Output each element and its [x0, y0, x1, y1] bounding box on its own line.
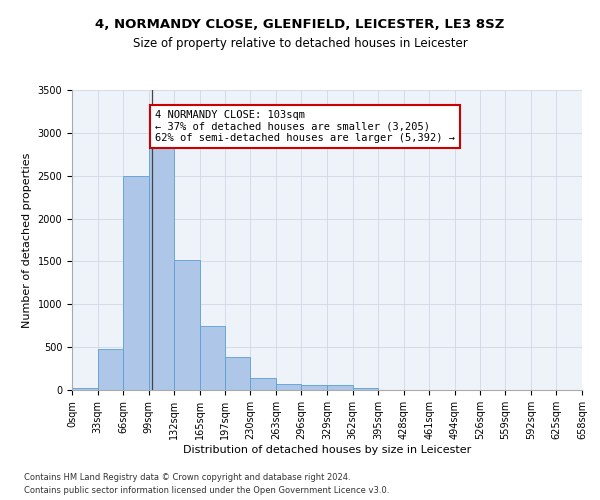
Bar	[175, 260, 200, 390]
Bar	[98, 349, 123, 390]
Bar	[149, 148, 175, 390]
Text: Contains public sector information licensed under the Open Government Licence v3: Contains public sector information licen…	[24, 486, 389, 495]
X-axis label: Distribution of detached houses by size in Leicester: Distribution of detached houses by size …	[183, 444, 471, 454]
Text: Contains HM Land Registry data © Crown copyright and database right 2024.: Contains HM Land Registry data © Crown c…	[24, 474, 350, 482]
Text: 4, NORMANDY CLOSE, GLENFIELD, LEICESTER, LE3 8SZ: 4, NORMANDY CLOSE, GLENFIELD, LEICESTER,…	[95, 18, 505, 30]
Bar	[353, 388, 378, 390]
Bar	[250, 378, 276, 390]
Bar	[123, 176, 149, 390]
Bar	[276, 384, 301, 390]
Bar	[224, 356, 250, 390]
Bar	[200, 326, 224, 390]
Text: 4 NORMANDY CLOSE: 103sqm
← 37% of detached houses are smaller (3,205)
62% of sem: 4 NORMANDY CLOSE: 103sqm ← 37% of detach…	[155, 110, 455, 143]
Text: Size of property relative to detached houses in Leicester: Size of property relative to detached ho…	[133, 38, 467, 51]
Bar	[327, 386, 353, 390]
Bar	[301, 386, 327, 390]
Bar	[72, 388, 98, 390]
Y-axis label: Number of detached properties: Number of detached properties	[22, 152, 32, 328]
